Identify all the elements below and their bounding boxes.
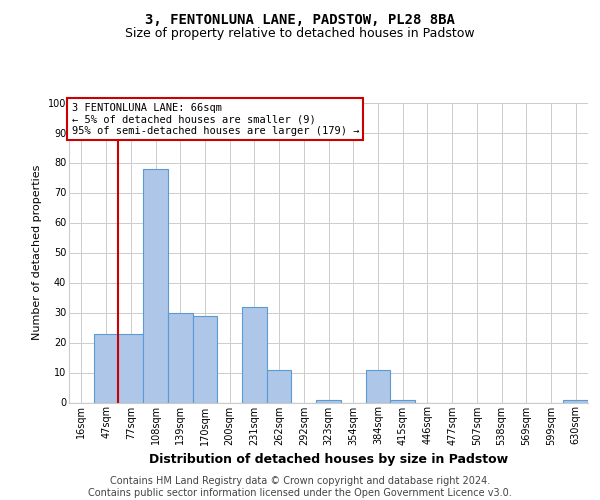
Text: 3 FENTONLUNA LANE: 66sqm
← 5% of detached houses are smaller (9)
95% of semi-det: 3 FENTONLUNA LANE: 66sqm ← 5% of detache… xyxy=(71,102,359,136)
Text: Contains HM Land Registry data © Crown copyright and database right 2024.
Contai: Contains HM Land Registry data © Crown c… xyxy=(88,476,512,498)
Y-axis label: Number of detached properties: Number of detached properties xyxy=(32,165,42,340)
X-axis label: Distribution of detached houses by size in Padstow: Distribution of detached houses by size … xyxy=(149,453,508,466)
Bar xyxy=(94,334,118,402)
Bar xyxy=(242,306,267,402)
Bar xyxy=(193,316,217,402)
Bar xyxy=(143,168,168,402)
Bar xyxy=(168,312,193,402)
Bar xyxy=(316,400,341,402)
Bar xyxy=(118,334,143,402)
Bar xyxy=(267,370,292,402)
Bar xyxy=(390,400,415,402)
Text: 3, FENTONLUNA LANE, PADSTOW, PL28 8BA: 3, FENTONLUNA LANE, PADSTOW, PL28 8BA xyxy=(145,12,455,26)
Bar xyxy=(365,370,390,402)
Bar xyxy=(563,400,588,402)
Text: Size of property relative to detached houses in Padstow: Size of property relative to detached ho… xyxy=(125,28,475,40)
